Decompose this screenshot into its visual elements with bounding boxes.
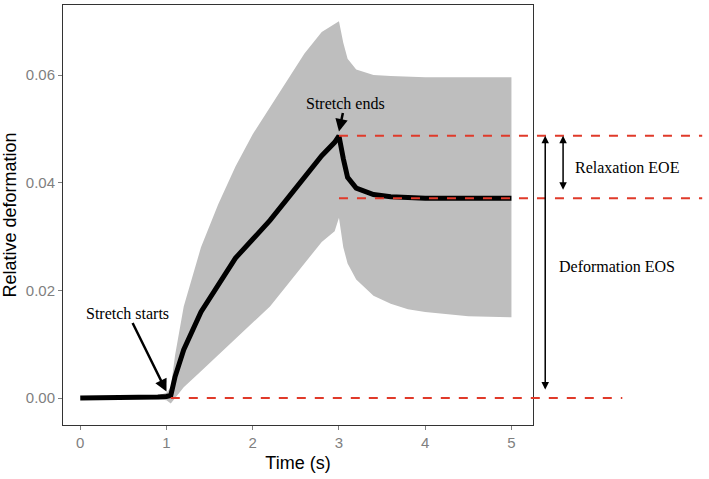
- svg-text:0.06: 0.06: [26, 66, 55, 83]
- svg-text:2: 2: [249, 434, 257, 451]
- svg-text:Stretch ends: Stretch ends: [306, 95, 385, 112]
- svg-text:4: 4: [421, 434, 429, 451]
- svg-text:0: 0: [76, 434, 84, 451]
- svg-text:5: 5: [507, 434, 515, 451]
- svg-text:0.04: 0.04: [26, 174, 55, 191]
- svg-text:0.02: 0.02: [26, 282, 55, 299]
- svg-text:0.00: 0.00: [26, 389, 55, 406]
- svg-text:Time (s): Time (s): [265, 453, 330, 473]
- svg-text:Deformation EOS: Deformation EOS: [559, 258, 675, 275]
- svg-text:1: 1: [162, 434, 170, 451]
- svg-text:Relative deformation: Relative deformation: [0, 132, 20, 297]
- svg-text:Stretch starts: Stretch starts: [86, 305, 169, 322]
- svg-text:3: 3: [335, 434, 343, 451]
- svg-text:Relaxation EOE: Relaxation EOE: [575, 159, 679, 176]
